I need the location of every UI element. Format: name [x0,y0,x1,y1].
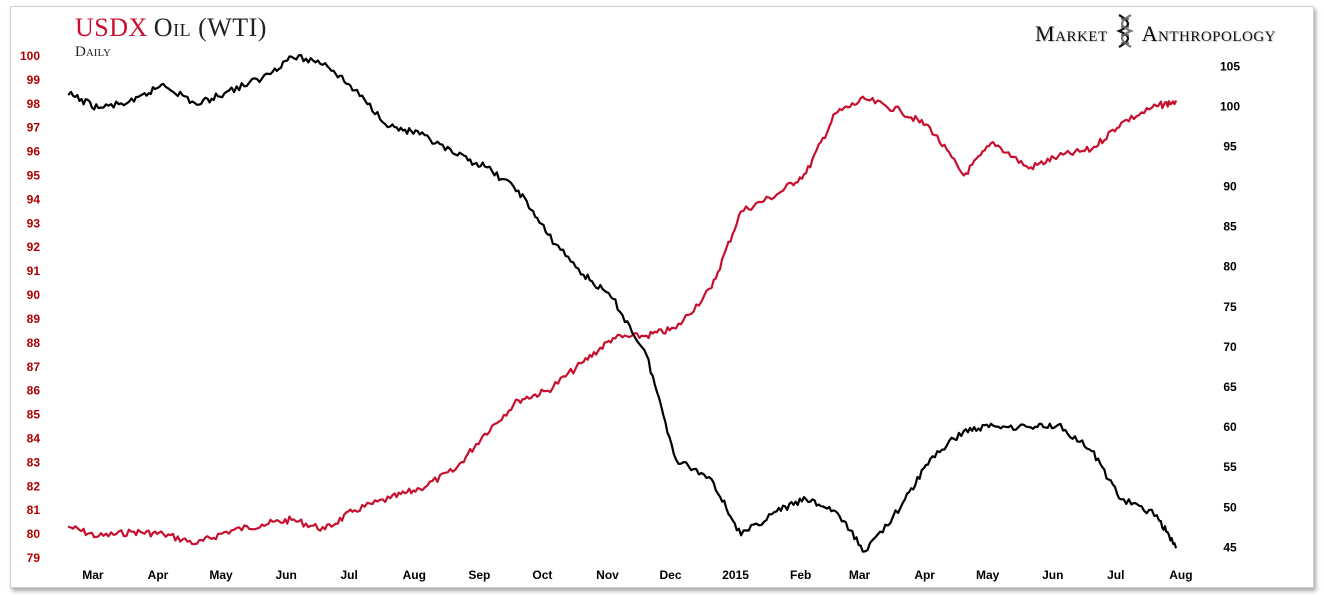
right-y-tick-label: 65 [1223,380,1237,394]
x-tick-label: Mar [849,568,871,582]
chart-title: USDX Oil (WTI) [75,14,267,42]
x-tick-label: Jun [275,568,296,582]
left-y-tick-label: 87 [27,360,41,374]
left-y-tick-label: 88 [27,336,41,350]
right-y-tick-label: 90 [1223,180,1237,194]
usdx-series-line [67,95,1177,546]
brand-right-text: Anthropology [1141,21,1276,46]
left-y-tick-label: 99 [27,73,41,87]
left-y-tick-label: 93 [27,216,41,230]
right-y-tick-label: 70 [1223,340,1237,354]
left-y-tick-label: 83 [27,455,41,469]
brand-left-text: Market [1035,21,1108,46]
left-y-tick-label: 95 [27,169,41,183]
right-y-axis: 45 50 55 60 65 70 75 80 85 90 95 100 105 [1220,59,1240,554]
x-tick-label: Jul [340,568,357,582]
brand-logo: Market Anthropology [1035,14,1276,54]
x-tick-label: Mar [82,568,104,582]
right-y-tick-label: 100 [1220,99,1240,113]
left-y-tick-label: 86 [27,384,41,398]
x-tick-label: Sep [468,568,490,582]
left-y-tick-label: 96 [27,145,41,159]
x-tick-label: 2015 [722,568,749,582]
chart-subtitle: Daily [75,44,112,60]
x-tick-label: Nov [596,568,619,582]
title-oil: Oil (WTI) [153,13,267,42]
oil-series-line [67,53,1177,553]
x-tick-label: Feb [790,568,811,582]
left-y-axis: 79 80 81 82 83 84 85 86 87 88 89 90 91 92 93 94 95 96 97 98… [20,49,40,565]
right-y-tick-label: 105 [1220,59,1240,73]
right-y-tick-label: 55 [1223,460,1237,474]
right-y-tick-label: 85 [1223,220,1237,234]
left-y-tick-label: 91 [27,264,41,278]
left-y-tick-label: 79 [27,551,41,565]
left-y-tick-label: 80 [27,527,41,541]
x-tick-label: Jul [1107,568,1124,582]
series-lines [67,53,1177,553]
right-y-tick-label: 60 [1223,420,1237,434]
right-y-tick-label: 45 [1223,540,1237,554]
left-y-tick-label: 82 [27,479,41,493]
x-tick-label: Aug [1169,568,1192,582]
x-tick-label: Jun [1042,568,1063,582]
left-y-tick-label: 92 [27,240,41,254]
x-tick-label: Oct [532,568,552,582]
dna-helix-icon [1115,14,1134,54]
left-y-tick-label: 94 [27,192,41,206]
title-usdx: USDX [75,13,148,42]
left-y-tick-label: 84 [27,431,41,445]
x-tick-label: Aug [403,568,426,582]
left-y-tick-label: 85 [27,408,41,422]
left-y-tick-label: 90 [27,288,41,302]
x-tick-label: May [209,568,233,582]
right-y-tick-label: 50 [1223,500,1237,514]
right-y-tick-label: 95 [1223,139,1237,153]
left-y-tick-label: 97 [27,121,41,135]
left-y-tick-label: 89 [27,312,41,326]
chart-title-block: USDX Oil (WTI) Daily [75,14,267,61]
left-y-tick-label: 98 [27,97,41,111]
left-y-tick-label: 81 [27,503,41,517]
x-tick-label: Apr [914,568,935,582]
right-y-tick-label: 75 [1223,300,1237,314]
left-y-tick-label: 100 [20,49,40,63]
x-tick-label: Dec [659,568,681,582]
x-tick-label: Apr [148,568,169,582]
x-axis: Mar Apr May Jun Jul Aug Sep Oct Nov Dec 2015 Feb Mar… [82,568,1192,582]
x-tick-label: May [976,568,1000,582]
chart-frame [10,6,1314,588]
right-y-tick-label: 80 [1223,260,1237,274]
